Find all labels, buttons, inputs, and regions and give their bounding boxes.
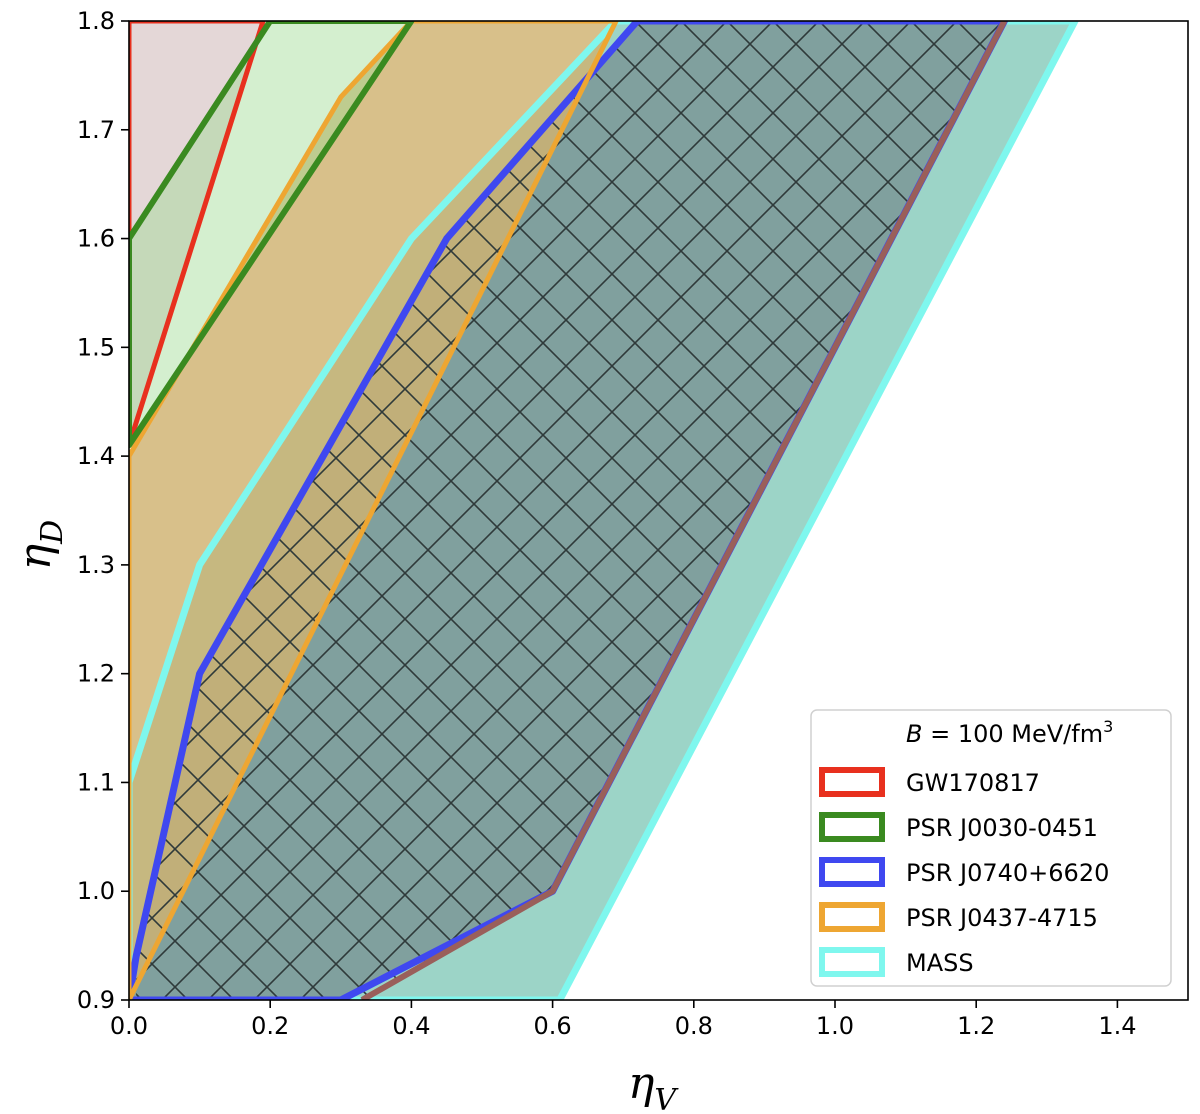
legend-swatch-j0030 bbox=[819, 812, 885, 842]
legend-title-var: B bbox=[906, 720, 922, 748]
legend-title-sup: 3 bbox=[1103, 717, 1113, 736]
region-edge-j0437 bbox=[129, 21, 619, 1000]
y-tick-label: 1.1 bbox=[77, 768, 115, 796]
x-axis-label-sub: V bbox=[654, 1083, 679, 1114]
legend-label-mass: MASS bbox=[906, 949, 974, 977]
legend-swatch-j0740 bbox=[819, 857, 885, 887]
x-axis-label-main: η bbox=[628, 1058, 654, 1109]
legend-label-gw170817: GW170817 bbox=[906, 769, 1040, 797]
x-tick-label: 0.2 bbox=[251, 1012, 289, 1040]
legend-label-j0030: PSR J0030-0451 bbox=[906, 814, 1098, 842]
legend: B = 100 MeV/fm3 GW170817 PSR J0030-0451 PS… bbox=[810, 709, 1172, 987]
y-tick-label: 1.7 bbox=[77, 116, 115, 144]
legend-swatch-j0437 bbox=[819, 902, 885, 932]
legend-box bbox=[810, 709, 1172, 987]
region-edge-j0030 bbox=[129, 21, 415, 449]
legend-item-mass: MASS bbox=[819, 947, 974, 977]
legend-item-gw170817: GW170817 bbox=[819, 767, 1040, 797]
legend-label-j0437: PSR J0437-4715 bbox=[906, 904, 1098, 932]
y-axis-label: ηD bbox=[10, 520, 70, 570]
region-edge-mass bbox=[129, 21, 1079, 1000]
x-tick-label: 1.2 bbox=[957, 1012, 995, 1040]
x-tick-label: 0.6 bbox=[534, 1012, 572, 1040]
y-tick-label: 1.2 bbox=[77, 660, 115, 688]
x-tick-label: 0.4 bbox=[392, 1012, 430, 1040]
y-tick-label: 0.9 bbox=[77, 986, 115, 1014]
legend-item-j0030: PSR J0030-0451 bbox=[819, 812, 1098, 842]
legend-label-j0740: PSR J0740+6620 bbox=[906, 859, 1109, 887]
y-tick-label: 1.3 bbox=[77, 551, 115, 579]
y-axis-label-main: η bbox=[10, 544, 61, 570]
x-tick-label: 0.0 bbox=[110, 1012, 148, 1040]
plot-frame bbox=[128, 20, 1189, 1001]
ticks-layer: 0.0 0.2 0.4 0.6 0.8 1.0 1.2 1.4 0.9 1.0 1.1 1.2 1.3 1… bbox=[77, 7, 1137, 1040]
legend-title: B = 100 MeV/fm3 bbox=[906, 717, 1113, 748]
y-axis-label-sub: D bbox=[35, 520, 70, 545]
y-tick-label: 1.5 bbox=[77, 333, 115, 361]
x-tick-label: 1.4 bbox=[1098, 1012, 1136, 1040]
region-edge-j0740 bbox=[129, 21, 1008, 1000]
x-tick-label: 1.0 bbox=[816, 1012, 854, 1040]
region-hatch bbox=[136, 21, 1005, 1000]
legend-item-j0437: PSR J0437-4715 bbox=[819, 902, 1098, 932]
hatch-edge bbox=[360, 21, 1008, 1000]
x-tick-label: 0.8 bbox=[675, 1012, 713, 1040]
legend-swatch-mass bbox=[819, 947, 885, 977]
y-tick-label: 1.0 bbox=[77, 877, 115, 905]
legend-item-j0740: PSR J0740+6620 bbox=[819, 857, 1109, 887]
region-edge-gw170817 bbox=[129, 21, 266, 448]
legend-swatch-gw170817 bbox=[819, 767, 885, 797]
legend-title-rest: = 100 MeV/fm bbox=[922, 720, 1103, 748]
y-tick-label: 1.6 bbox=[77, 225, 115, 253]
regions-layer bbox=[129, 21, 1079, 1000]
x-axis-label: ηV bbox=[628, 1058, 679, 1114]
y-tick-label: 1.8 bbox=[77, 7, 115, 35]
y-tick-label: 1.4 bbox=[77, 442, 115, 470]
plot-border bbox=[128, 20, 1189, 1001]
legend-items: GW170817 PSR J0030-0451 PSR J0740+6620 PSR … bbox=[819, 767, 1109, 977]
